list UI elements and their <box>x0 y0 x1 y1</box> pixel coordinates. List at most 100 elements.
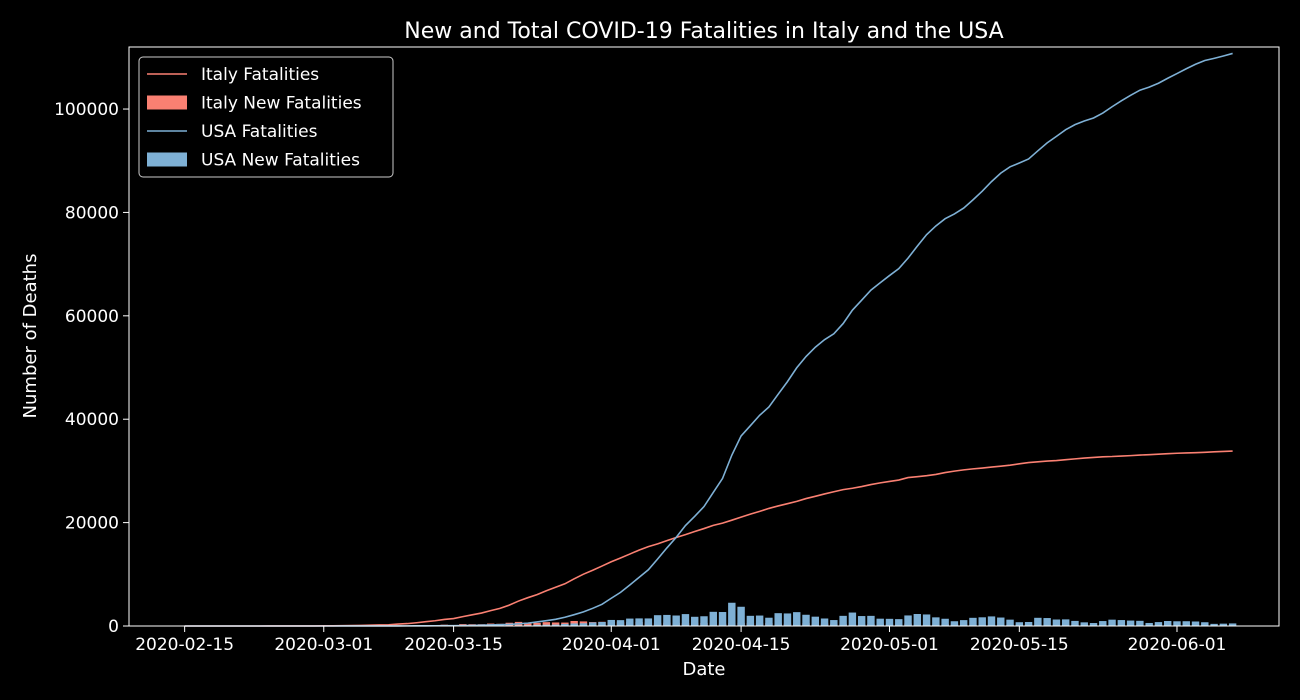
y-axis: 0 20000 40000 60000 80000 100000 <box>54 100 129 637</box>
usa-new-bar <box>589 622 597 626</box>
italy-new-bar <box>533 622 541 626</box>
y-tick-label: 20000 <box>65 514 119 534</box>
usa-new-bar <box>1164 621 1172 626</box>
usa-new-bar <box>709 611 717 626</box>
usa-new-bar <box>644 618 653 626</box>
usa-new-bar <box>607 619 615 626</box>
legend-label: Italy New Fatalities <box>201 94 362 114</box>
usa-new-bar <box>1043 618 1051 626</box>
usa-new-bars <box>320 602 1237 627</box>
usa-new-bar <box>913 614 922 626</box>
usa-new-bar <box>700 616 708 626</box>
legend-label: USA Fatalities <box>201 122 318 142</box>
usa-new-bar <box>978 617 986 626</box>
usa-new-bar <box>1024 621 1033 626</box>
usa-new-bar <box>876 618 884 626</box>
usa-new-bar <box>1173 621 1181 626</box>
usa-new-bar <box>811 616 819 626</box>
usa-new-bar <box>579 623 588 626</box>
usa-new-bar <box>802 614 810 626</box>
y-tick-label: 40000 <box>65 410 119 430</box>
usa-new-bar <box>755 615 764 626</box>
y-tick-label: 0 <box>108 617 119 637</box>
usa-new-bar <box>895 619 903 626</box>
y-tick-label: 80000 <box>65 203 119 223</box>
usa-new-bar <box>570 623 578 626</box>
usa-new-bar <box>793 612 801 626</box>
italy-new-bar <box>542 622 551 626</box>
usa-new-bar <box>728 602 736 626</box>
x-tick-label: 2020-03-15 <box>404 635 503 655</box>
usa-new-bar <box>1154 622 1163 626</box>
usa-new-bar <box>922 614 931 626</box>
usa-new-bar <box>950 621 959 626</box>
plot-frame <box>128 46 1280 627</box>
usa-new-bar <box>987 616 996 626</box>
usa-new-bar <box>718 612 727 626</box>
usa-new-bar <box>1099 621 1107 626</box>
italy-new-bar <box>524 622 532 626</box>
y-axis-label: Number of Deaths <box>20 254 41 419</box>
usa-new-bar <box>1228 623 1237 626</box>
usa-new-bar <box>820 618 829 626</box>
usa-new-bar <box>941 618 949 626</box>
usa-new-bar <box>1210 623 1218 626</box>
usa-new-bar <box>1117 620 1126 626</box>
usa-new-bar <box>1052 619 1061 626</box>
x-tick-label: 2020-02-15 <box>135 635 234 655</box>
usa-new-bar <box>1136 620 1144 626</box>
x-tick-label: 2020-06-01 <box>1128 635 1227 655</box>
x-tick-label: 2020-05-01 <box>840 635 939 655</box>
usa-new-bar <box>848 612 857 626</box>
usa-new-bar <box>997 617 1005 626</box>
usa-new-bar <box>904 615 912 626</box>
usa-new-bar <box>681 614 690 626</box>
usa-new-bar <box>932 617 940 626</box>
usa-new-bar <box>626 618 634 626</box>
usa-new-bar <box>1089 623 1098 626</box>
usa-new-bar <box>1061 619 1070 626</box>
usa-new-bar <box>672 615 680 626</box>
usa-new-bar <box>783 613 792 626</box>
usa-new-bar <box>551 624 560 626</box>
x-axis: 2020-02-15 2020-03-01 2020-03-15 2020-04-01… <box>135 626 1226 655</box>
usa-new-bar <box>1219 623 1228 626</box>
usa-new-bar <box>1191 621 1200 626</box>
italy-new-bar <box>551 622 560 626</box>
usa-new-bar <box>542 624 551 626</box>
usa-new-bar <box>533 624 541 626</box>
usa-new-bar <box>598 621 606 626</box>
usa-new-bar <box>1080 622 1088 626</box>
usa-new-bar <box>1108 619 1116 626</box>
usa-new-bar <box>1006 619 1014 626</box>
legend: Italy Fatalities Italy New Fatalities USA … <box>138 56 394 178</box>
legend-bar-swatch <box>147 95 187 110</box>
usa-new-bar <box>1071 620 1079 626</box>
legend-label: USA New Fatalities <box>201 151 360 171</box>
x-tick-label: 2020-05-15 <box>970 635 1069 655</box>
usa-new-bar <box>765 617 773 626</box>
usa-new-bar <box>737 606 745 626</box>
usa-new-bar <box>653 615 662 626</box>
y-tick-label: 100000 <box>54 100 119 120</box>
x-axis-label: Date <box>682 659 725 680</box>
usa-new-bar <box>1201 622 1209 626</box>
x-tick-label: 2020-04-15 <box>692 635 791 655</box>
usa-new-bar <box>746 615 755 626</box>
legend-box <box>138 56 394 178</box>
usa-new-bar <box>691 616 699 626</box>
legend-label: Italy Fatalities <box>201 65 319 85</box>
legend-bar-swatch <box>147 152 187 167</box>
usa-new-bar <box>635 618 643 626</box>
usa-new-bar <box>663 614 671 626</box>
usa-new-bar <box>959 620 968 626</box>
usa-new-bar <box>857 616 866 626</box>
usa-new-bar <box>867 615 875 626</box>
x-tick-label: 2020-03-01 <box>274 635 373 655</box>
usa-new-bar <box>1182 621 1190 626</box>
usa-new-bar <box>885 618 894 626</box>
y-tick-label: 60000 <box>65 307 119 327</box>
usa-new-bar <box>774 613 782 626</box>
chart-title: New and Total COVID-19 Fatalities in Ita… <box>404 19 1003 44</box>
